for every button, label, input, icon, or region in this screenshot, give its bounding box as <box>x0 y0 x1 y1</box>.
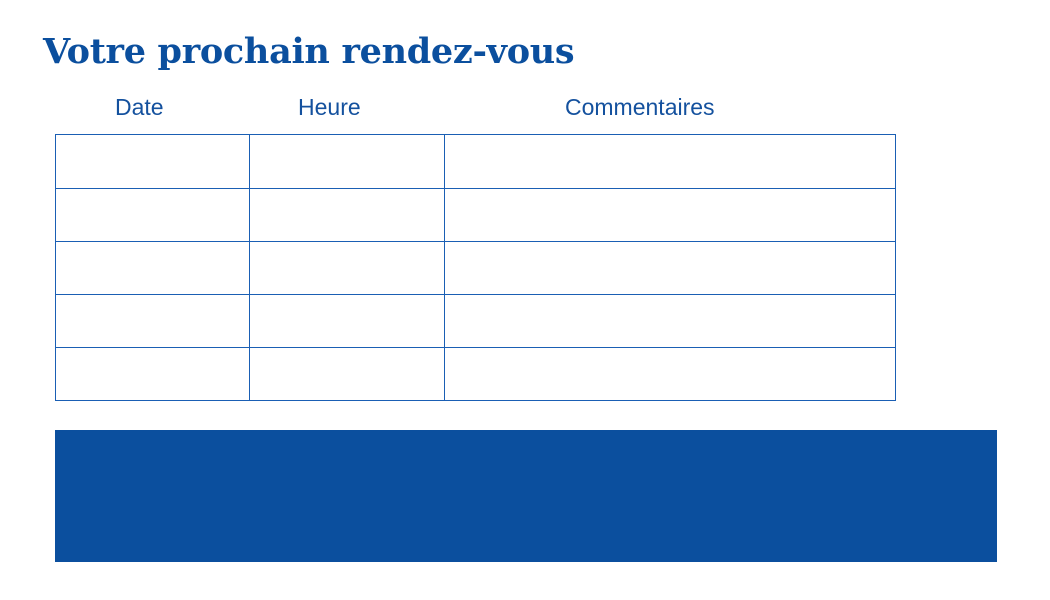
cell-date-value <box>56 374 249 375</box>
cell-heure[interactable] <box>249 241 445 295</box>
cell-heure[interactable] <box>249 134 445 189</box>
cell-date-value <box>56 321 249 322</box>
table-row <box>55 241 896 295</box>
appointment-table <box>55 134 896 401</box>
blue-banner-panel <box>55 430 997 562</box>
column-header-commentaires: Commentaires <box>565 94 715 120</box>
cell-heure-value <box>250 215 444 216</box>
cell-heure-value <box>250 374 444 375</box>
cell-commentaires[interactable] <box>444 188 896 242</box>
cell-date[interactable] <box>55 347 250 401</box>
cell-heure-value <box>250 268 444 269</box>
table-row <box>55 294 896 348</box>
cell-commentaires-value <box>445 374 895 375</box>
appointment-table-body <box>55 134 896 401</box>
cell-heure[interactable] <box>249 188 445 242</box>
cell-date-value <box>56 161 249 162</box>
cell-commentaires-value <box>445 268 895 269</box>
cell-heure[interactable] <box>249 347 445 401</box>
cell-date-value <box>56 268 249 269</box>
cell-commentaires-value <box>445 321 895 322</box>
cell-commentaires-value <box>445 161 895 162</box>
table-row <box>55 347 896 401</box>
table-column-headers: Date Heure Commentaires <box>0 92 1050 122</box>
cell-commentaires-value <box>445 215 895 216</box>
cell-date[interactable] <box>55 241 250 295</box>
cell-heure-value <box>250 321 444 322</box>
column-header-heure: Heure <box>298 94 361 120</box>
cell-commentaires[interactable] <box>444 134 896 189</box>
table-row <box>55 134 896 189</box>
cell-date[interactable] <box>55 188 250 242</box>
cell-date-value <box>56 215 249 216</box>
column-header-date: Date <box>115 94 164 120</box>
table-row <box>55 188 896 242</box>
cell-commentaires[interactable] <box>444 294 896 348</box>
cell-heure-value <box>250 161 444 162</box>
cell-commentaires[interactable] <box>444 241 896 295</box>
cell-date[interactable] <box>55 294 250 348</box>
cell-commentaires[interactable] <box>444 347 896 401</box>
cell-date[interactable] <box>55 134 250 189</box>
page-title: Votre prochain rendez-vous <box>43 31 575 72</box>
cell-heure[interactable] <box>249 294 445 348</box>
